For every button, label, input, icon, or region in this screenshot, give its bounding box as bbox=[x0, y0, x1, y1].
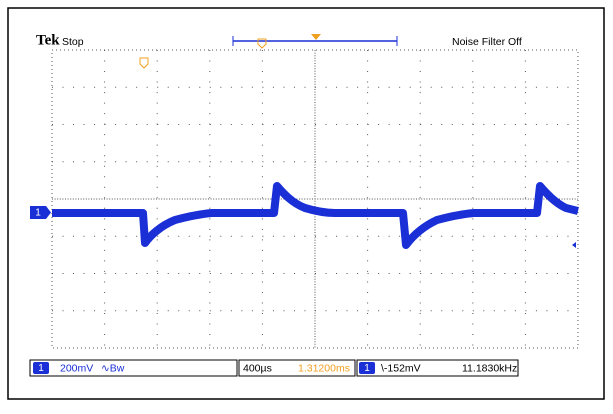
status: Stop bbox=[62, 36, 84, 48]
horizontal-position: 1.31200ms bbox=[298, 362, 350, 374]
graticule bbox=[51, 49, 579, 349]
bandwidth-limit: ∿Bw bbox=[101, 362, 125, 374]
frequency: 11.1830kHz bbox=[462, 362, 517, 374]
brand: Tek bbox=[36, 32, 60, 48]
trigger-badge bbox=[359, 362, 375, 374]
vertical-scale: 200mV bbox=[60, 362, 93, 374]
channel-badge bbox=[33, 362, 49, 374]
expansion-marker bbox=[257, 38, 267, 49]
waveform bbox=[52, 182, 579, 249]
trigger-time-marker bbox=[139, 57, 149, 69]
frame bbox=[7, 7, 605, 400]
filter-status: Noise Filter Off bbox=[452, 36, 522, 48]
trigger-box bbox=[356, 359, 519, 377]
channel-number: 1 bbox=[38, 363, 44, 374]
timebase: 400µs bbox=[243, 362, 272, 374]
trigger-level: \-152mV bbox=[381, 362, 421, 374]
timebase-box bbox=[238, 359, 356, 377]
trigger-channel: 1 bbox=[364, 363, 370, 374]
trigger-pos-marker bbox=[311, 34, 321, 40]
channel-marker: 1 bbox=[35, 208, 41, 219]
channel-box bbox=[29, 359, 238, 377]
trigger-level-marker bbox=[572, 242, 576, 248]
channel-marker-tip bbox=[46, 206, 51, 219]
channel-marker-badge bbox=[30, 206, 46, 219]
